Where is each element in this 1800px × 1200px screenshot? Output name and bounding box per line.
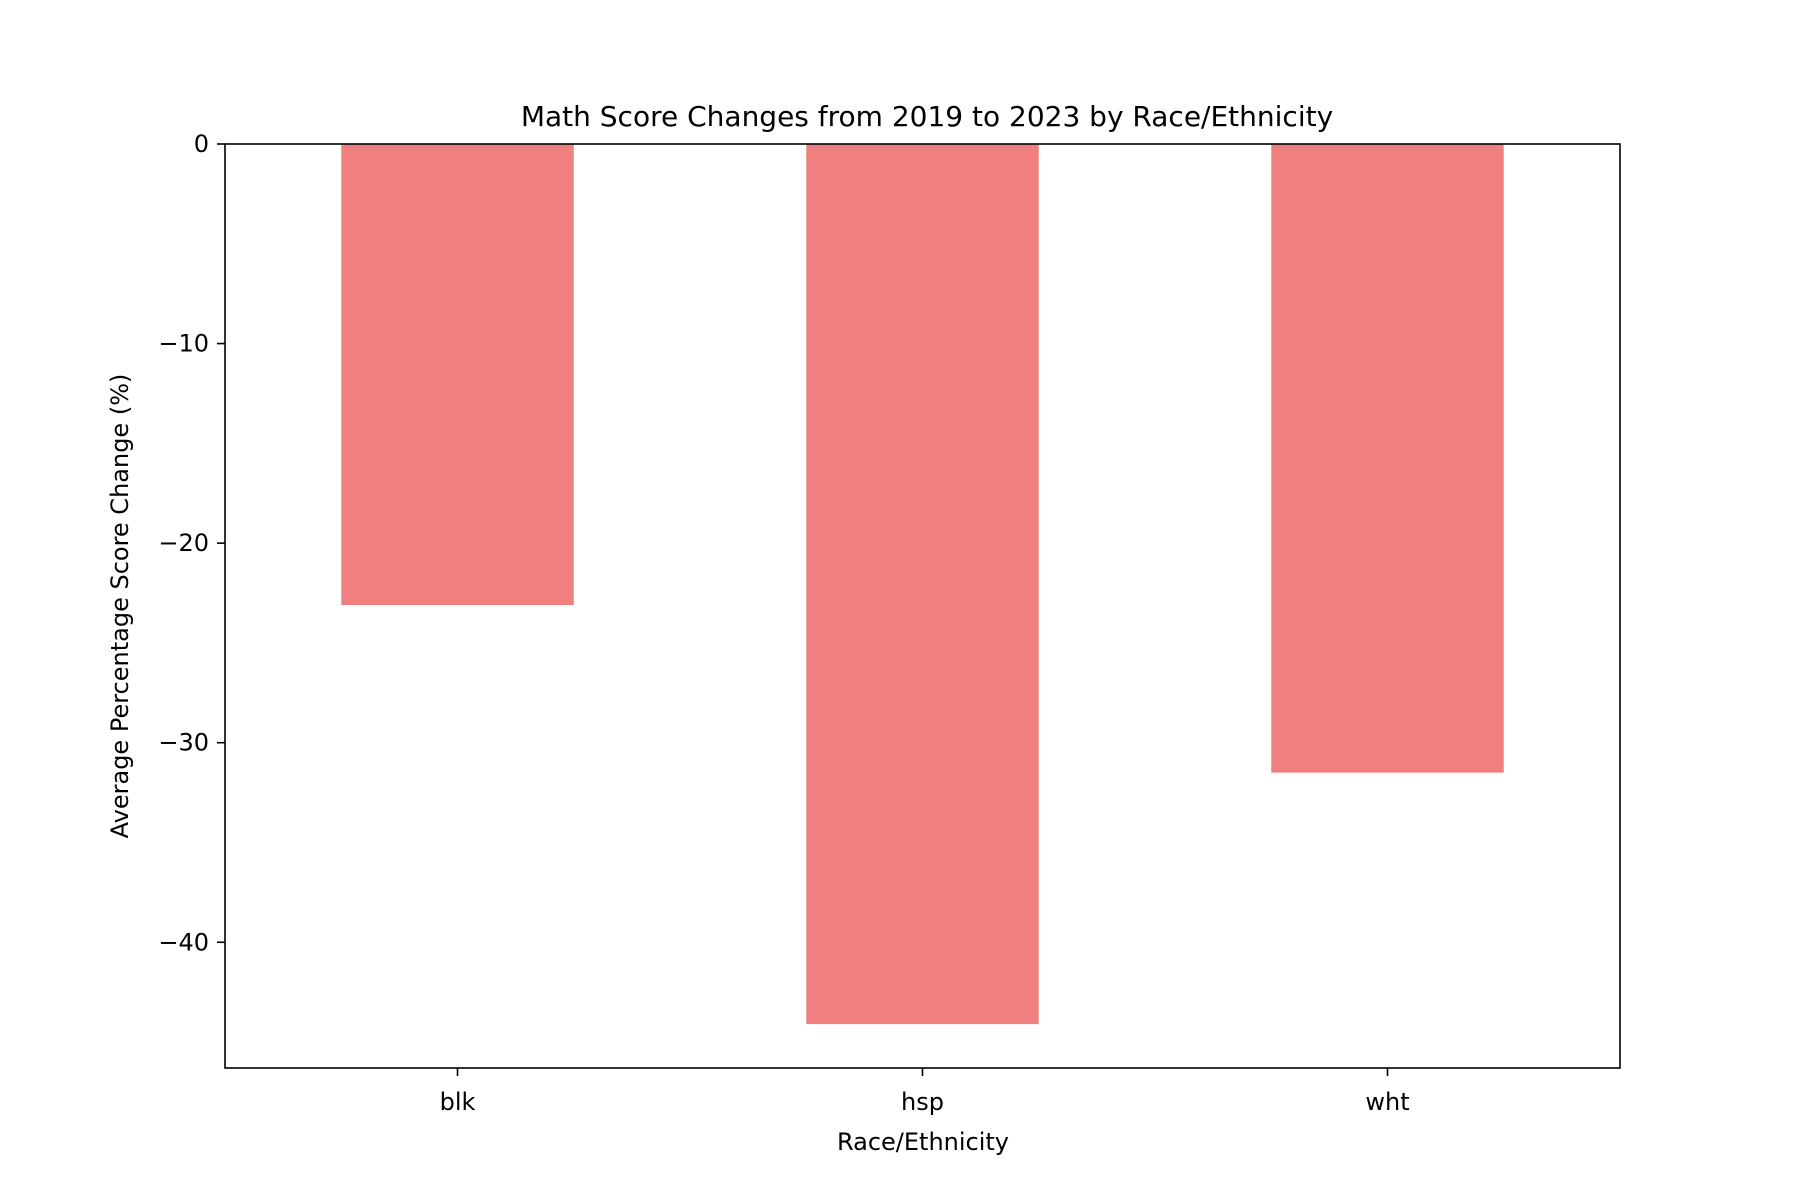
y-tick-label: −10 bbox=[158, 330, 209, 358]
x-axis: blk hsp wht bbox=[440, 1068, 1410, 1116]
y-tick-label: −20 bbox=[158, 529, 209, 557]
x-tick-label: hsp bbox=[901, 1088, 944, 1116]
y-tick-label: 0 bbox=[194, 130, 209, 158]
bar-blk bbox=[341, 144, 574, 606]
bars-group bbox=[341, 144, 1504, 1025]
chart-title: Math Score Changes from 2019 to 2023 by … bbox=[521, 100, 1333, 133]
bar-hsp bbox=[806, 144, 1039, 1025]
x-axis-label: Race/Ethnicity bbox=[837, 1128, 1009, 1156]
y-tick-label: −30 bbox=[158, 729, 209, 757]
y-axis: 0 −10 −20 −30 −40 bbox=[158, 130, 225, 956]
bar-wht bbox=[1271, 144, 1504, 773]
x-tick-label: blk bbox=[440, 1088, 476, 1116]
y-axis-label: Average Percentage Score Change (%) bbox=[106, 374, 134, 839]
x-tick-label: wht bbox=[1365, 1088, 1409, 1116]
y-tick-label: −40 bbox=[158, 928, 209, 956]
